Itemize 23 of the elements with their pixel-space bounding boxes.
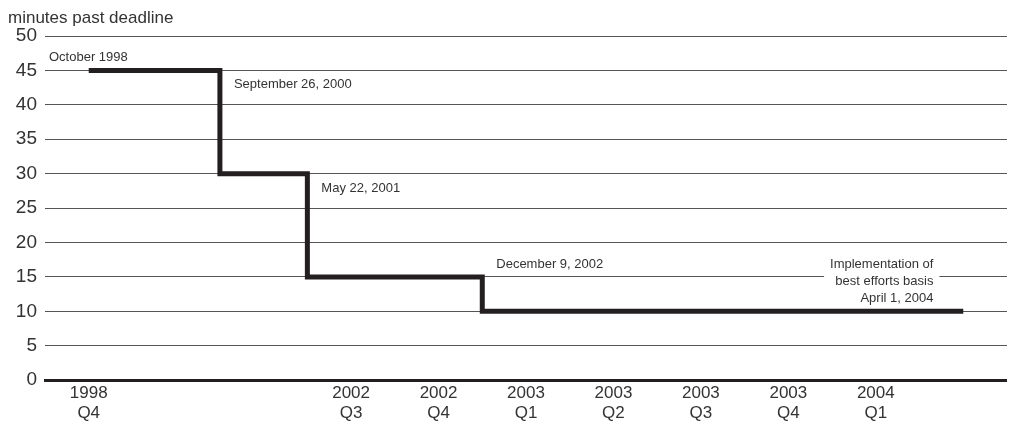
x-tick-label: 2002 Q4: [419, 383, 458, 423]
y-tick-label: 10: [15, 299, 37, 321]
annotation: September 26, 2000: [233, 76, 352, 92]
y-tick-label: 5: [26, 334, 37, 356]
annotation: October 1998: [49, 49, 128, 65]
x-tick-label: 2003 Q3: [682, 383, 720, 423]
annotation: May 22, 2001: [321, 179, 401, 195]
y-tick-label: 40: [15, 93, 37, 115]
y-tick-label: 45: [15, 58, 37, 80]
y-tick-label: 35: [15, 127, 37, 149]
x-tick-label: 2004 Q1: [856, 383, 895, 423]
x-tick-label: 2002 Q3: [332, 383, 370, 423]
y-tick-label: 25: [15, 196, 37, 218]
annotation: December 9, 2002: [496, 255, 604, 271]
x-tick-label: 1998 Q4: [69, 383, 108, 423]
x-tick-label: 2003 Q4: [769, 383, 808, 423]
x-tick-label: 2003 Q1: [507, 383, 545, 423]
annotation: Implementation of best efforts basis April 1, 2004: [830, 256, 934, 306]
y-tick-label: 20: [15, 230, 37, 252]
y-tick-label: 0: [26, 368, 37, 390]
x-tick-label: 2003 Q2: [594, 383, 633, 423]
y-tick-label: 15: [15, 265, 37, 287]
y-tick-label: 30: [15, 161, 37, 183]
